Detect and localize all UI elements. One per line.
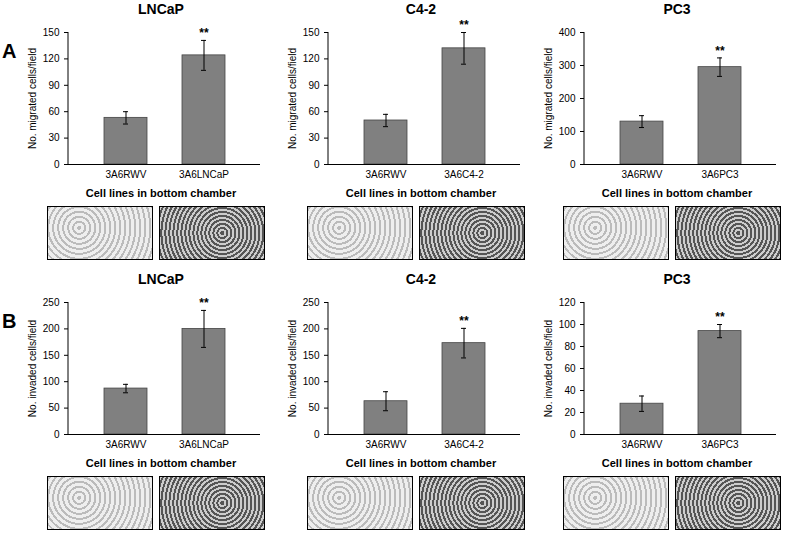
svg-text:3A6RWV: 3A6RWV	[366, 169, 407, 180]
svg-text:3A6RWV: 3A6RWV	[366, 439, 407, 450]
svg-text:150: 150	[303, 350, 320, 361]
html-text:PC3: PC3	[663, 271, 691, 287]
svg-text:120: 120	[43, 53, 60, 64]
svg-text:90: 90	[308, 80, 320, 91]
html-text:C4-2: C4-2	[405, 1, 437, 17]
svg-text:60: 60	[564, 363, 576, 374]
svg-text:90: 90	[48, 80, 60, 91]
html-text:Cell lines in bottom chamber: Cell lines in bottom chamber	[85, 457, 237, 469]
svg-text:150: 150	[43, 350, 60, 361]
svg-text:50: 50	[308, 402, 320, 413]
svg-text:60: 60	[308, 106, 320, 117]
svg-text:No. invaded cells/field: No. invaded cells/field	[27, 320, 38, 417]
html-text:Cell lines in bottom chamber: Cell lines in bottom chamber	[601, 457, 753, 469]
svg-text:**: **	[715, 44, 725, 58]
svg-text:200: 200	[43, 323, 60, 334]
svg-text:120: 120	[303, 53, 320, 64]
svg-text:No. invaded cells/field: No. invaded cells/field	[543, 320, 554, 417]
svg-text:0: 0	[314, 159, 320, 170]
svg-text:100: 100	[43, 376, 60, 387]
svg-text:0: 0	[54, 429, 60, 440]
svg-text:3A6PC3: 3A6PC3	[701, 169, 739, 180]
svg-text:3A6LNCaP: 3A6LNCaP	[179, 169, 229, 180]
svg-text:3A6LNCaP: 3A6LNCaP	[179, 439, 229, 450]
svg-text:3A6C4-2: 3A6C4-2	[444, 169, 484, 180]
html-text:B: B	[2, 310, 17, 332]
svg-text:250: 250	[43, 297, 60, 308]
svg-text:No. migrated cells/field: No. migrated cells/field	[27, 48, 38, 149]
svg-text:200: 200	[303, 323, 320, 334]
html-text:PC3: PC3	[663, 1, 691, 17]
svg-text:**: **	[199, 26, 209, 40]
svg-text:100: 100	[559, 126, 576, 137]
svg-text:0: 0	[54, 159, 60, 170]
svg-text:3A6RWV: 3A6RWV	[622, 439, 663, 450]
html-text:Cell lines in bottom chamber: Cell lines in bottom chamber	[345, 457, 497, 469]
html-text:LNCaP: LNCaP	[138, 271, 184, 287]
svg-text:30: 30	[48, 132, 60, 143]
svg-text:200: 200	[559, 93, 576, 104]
svg-text:40: 40	[564, 385, 576, 396]
svg-text:**: **	[459, 314, 469, 328]
svg-text:3A6RWV: 3A6RWV	[106, 169, 147, 180]
html-text:Cell lines in bottom chamber: Cell lines in bottom chamber	[85, 187, 237, 199]
html-text:A: A	[2, 40, 17, 62]
svg-text:No. migrated cells/field: No. migrated cells/field	[543, 48, 554, 149]
svg-text:3A6PC3: 3A6PC3	[701, 439, 739, 450]
svg-text:120: 120	[559, 297, 576, 308]
svg-text:150: 150	[43, 27, 60, 38]
svg-text:0: 0	[570, 159, 576, 170]
svg-text:300: 300	[559, 60, 576, 71]
svg-text:3A6RWV: 3A6RWV	[106, 439, 147, 450]
svg-text:20: 20	[564, 407, 576, 418]
html-text:C4-2: C4-2	[405, 271, 437, 287]
svg-text:400: 400	[559, 27, 576, 38]
svg-text:3A6C4-2: 3A6C4-2	[444, 439, 484, 450]
svg-text:No. invaded cells/field: No. invaded cells/field	[287, 320, 298, 417]
html-text:Cell lines in bottom chamber: Cell lines in bottom chamber	[601, 187, 753, 199]
svg-text:100: 100	[559, 319, 576, 330]
svg-text:0: 0	[570, 429, 576, 440]
html-text:Cell lines in bottom chamber: Cell lines in bottom chamber	[345, 187, 497, 199]
svg-text:No. migrated cells/field: No. migrated cells/field	[287, 48, 298, 149]
svg-text:100: 100	[303, 376, 320, 387]
svg-text:30: 30	[308, 132, 320, 143]
svg-text:**: **	[459, 18, 469, 32]
svg-text:80: 80	[564, 341, 576, 352]
svg-text:**: **	[715, 310, 725, 324]
svg-text:250: 250	[303, 297, 320, 308]
svg-text:**: **	[199, 296, 209, 310]
html-text:LNCaP: LNCaP	[138, 1, 184, 17]
svg-text:150: 150	[303, 27, 320, 38]
svg-text:60: 60	[48, 106, 60, 117]
svg-text:3A6RWV: 3A6RWV	[622, 169, 663, 180]
svg-text:0: 0	[314, 429, 320, 440]
svg-text:50: 50	[48, 402, 60, 413]
